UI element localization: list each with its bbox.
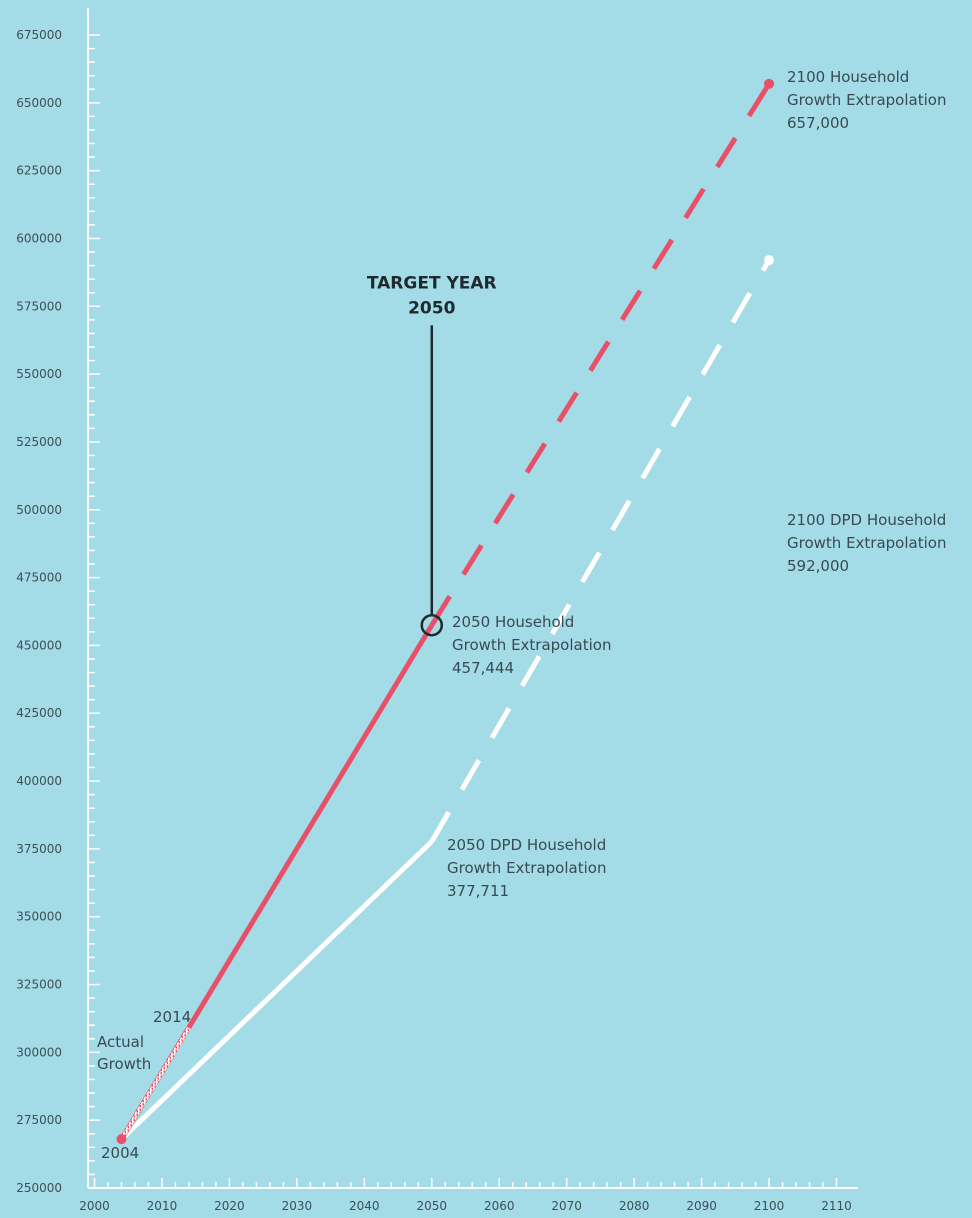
annotation-2004: 2004 <box>101 1144 139 1162</box>
annotation-actual-growth-2: Growth <box>97 1055 151 1073</box>
y-tick-label: 400000 <box>16 774 62 788</box>
x-tick-label: 2030 <box>282 1199 313 1213</box>
annotation-hh-2050-2: Growth Extrapolation <box>452 636 611 654</box>
y-tick-label: 375000 <box>16 842 62 856</box>
annotation-hh-2100: 2100 Household <box>787 68 909 86</box>
actual-growth-hatch <box>119 1026 191 1141</box>
end-points <box>116 78 775 1145</box>
target-year-value: 2050 <box>408 298 455 318</box>
x-tick-label: 2060 <box>484 1199 515 1213</box>
annotation-actual-growth: Actual <box>97 1033 144 1051</box>
x-tick-label: 2070 <box>551 1199 582 1213</box>
target-year-marker: TARGET YEAR 2050 <box>367 273 497 637</box>
target-year-label: TARGET YEAR <box>367 273 497 293</box>
annotation-dpd-2050-2: Growth Extrapolation <box>447 859 606 877</box>
dpd-dashed-line <box>429 258 772 843</box>
y-tick-label: 600000 <box>16 231 62 245</box>
household-dashed-line <box>429 82 772 627</box>
y-tick-label: 575000 <box>16 299 62 313</box>
y-tick-label: 450000 <box>16 638 62 652</box>
y-tick-label: 250000 <box>16 1181 62 1195</box>
y-tick-label: 525000 <box>16 435 62 449</box>
point-dpd-2100 <box>764 255 775 266</box>
y-tick-label: 475000 <box>16 571 62 585</box>
dpd-solid-line <box>119 839 434 1141</box>
annotation-dpd-2100: 2100 DPD Household <box>787 511 946 529</box>
x-tick-label: 2110 <box>821 1199 852 1213</box>
y-tick-label: 675000 <box>16 28 62 42</box>
y-tick-label: 550000 <box>16 367 62 381</box>
x-tick-label: 2000 <box>79 1199 110 1213</box>
x-tick-label: 2090 <box>686 1199 717 1213</box>
annotation-hh-2100-value: 657,000 <box>787 114 849 132</box>
axes: 250000 275000 300000 325000 350000 375000 4000… <box>16 8 858 1213</box>
x-tick-label: 2100 <box>754 1199 785 1213</box>
point-2004 <box>116 1134 127 1145</box>
annotation-dpd-2050-value: 377,711 <box>447 882 509 900</box>
annotation-2014: 2014 <box>153 1008 191 1026</box>
y-tick-labels: 250000 275000 300000 325000 350000 375000 4000… <box>16 28 62 1195</box>
y-minor-ticks <box>88 34 100 1189</box>
y-tick-label: 275000 <box>16 1113 62 1127</box>
x-tick-label: 2010 <box>147 1199 178 1213</box>
annotation-hh-2100-2: Growth Extrapolation <box>787 91 946 109</box>
annotation-dpd-2100-value: 592,000 <box>787 557 849 575</box>
y-tick-label: 300000 <box>16 1045 62 1059</box>
series-layer <box>119 82 772 1141</box>
x-tick-label: 2020 <box>214 1199 245 1213</box>
y-tick-label: 425000 <box>16 706 62 720</box>
y-tick-label: 350000 <box>16 910 62 924</box>
x-tick-label: 2040 <box>349 1199 380 1213</box>
y-tick-label: 325000 <box>16 978 62 992</box>
annotation-hh-2050: 2050 Household <box>452 613 574 631</box>
annotations: 2004 2014 Actual Growth 2050 Household G… <box>97 68 946 1162</box>
annotation-dpd-2050: 2050 DPD Household <box>447 836 606 854</box>
y-tick-label: 625000 <box>16 164 62 178</box>
target-year-circle <box>420 613 444 637</box>
annotation-dpd-2100-2: Growth Extrapolation <box>787 534 946 552</box>
annotation-hh-2050-value: 457,444 <box>452 659 514 677</box>
x-tick-labels: 2000 2010 2020 2030 2040 2050 2060 2070 2080 2090… <box>79 1199 852 1213</box>
x-tick-label: 2080 <box>619 1199 650 1213</box>
y-tick-label: 650000 <box>16 96 62 110</box>
y-tick-label: 500000 <box>16 503 62 517</box>
point-household-2100 <box>764 78 775 89</box>
x-tick-label: 2050 <box>416 1199 447 1213</box>
x-minor-ticks <box>93 1178 838 1188</box>
